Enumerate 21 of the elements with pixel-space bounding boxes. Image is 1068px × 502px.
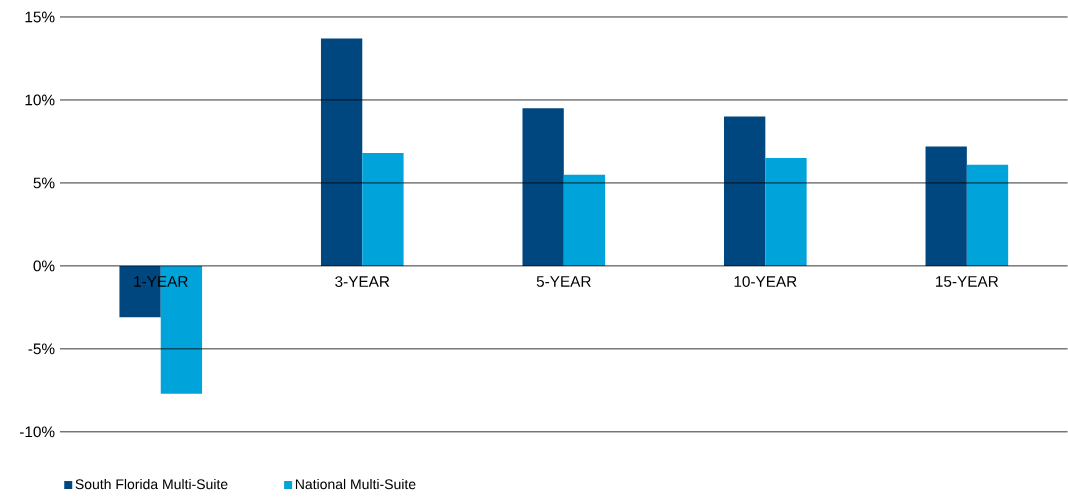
y-tick-label: 5% <box>33 177 55 189</box>
x-tick-label: 3-YEAR <box>335 276 390 288</box>
bar <box>925 146 967 266</box>
legend-label: National Multi-Suite <box>295 479 416 490</box>
legend-label: South Florida Multi-Suite <box>75 479 228 490</box>
bar <box>563 174 606 266</box>
bar <box>724 116 766 266</box>
bar <box>522 108 564 266</box>
y-tick-label: 10% <box>25 94 55 106</box>
y-tick-label: -5% <box>28 343 55 355</box>
bar <box>966 164 1009 266</box>
bar <box>362 153 404 266</box>
y-tick-label: 0% <box>33 260 55 272</box>
x-tick-label: 15-YEAR <box>936 276 999 287</box>
x-tick-label: 5-YEAR <box>536 276 591 287</box>
bar <box>765 158 807 266</box>
x-tick-label: 1-YEAR <box>134 276 188 287</box>
y-tick-label: 15% <box>25 11 55 23</box>
bar <box>320 38 363 266</box>
x-tick-label: 10-YEAR <box>734 276 797 288</box>
y-tick-label: -10% <box>19 426 55 438</box>
